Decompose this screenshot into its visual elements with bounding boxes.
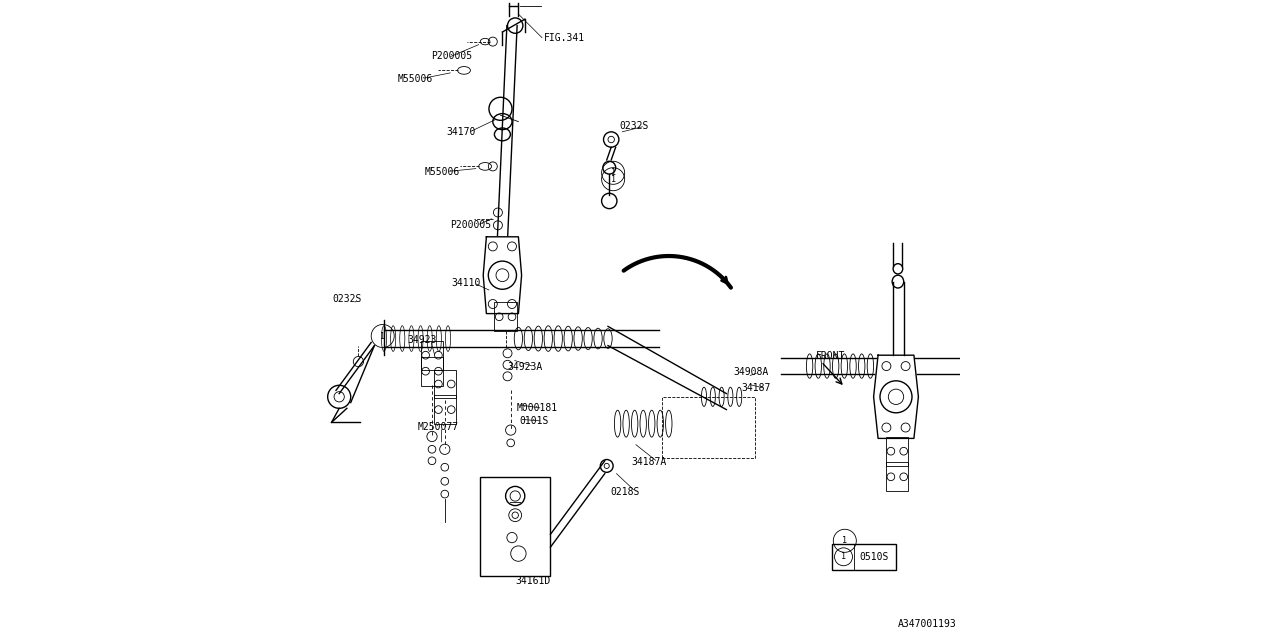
Bar xyxy=(886,462,909,492)
Bar xyxy=(494,303,517,332)
Text: 34923: 34923 xyxy=(407,335,436,346)
Text: 0218S: 0218S xyxy=(611,486,639,497)
Text: 1: 1 xyxy=(611,175,616,184)
Text: A347001193: A347001193 xyxy=(899,619,957,629)
Bar xyxy=(434,396,456,424)
Text: 34908A: 34908A xyxy=(733,367,769,378)
Text: 1: 1 xyxy=(842,536,847,545)
Bar xyxy=(434,370,456,398)
Polygon shape xyxy=(484,237,522,314)
Bar xyxy=(886,437,909,466)
Bar xyxy=(421,341,443,370)
Text: 0510S: 0510S xyxy=(860,552,888,562)
Text: P200005: P200005 xyxy=(430,51,472,61)
Bar xyxy=(421,357,443,385)
Text: M55006: M55006 xyxy=(398,74,434,84)
Text: 34110: 34110 xyxy=(452,278,480,288)
Bar xyxy=(832,544,896,570)
Text: 34161D: 34161D xyxy=(516,576,550,586)
Text: FRONT: FRONT xyxy=(817,351,845,362)
Text: 0232S: 0232S xyxy=(620,121,648,131)
Text: M000181: M000181 xyxy=(517,403,558,413)
Bar xyxy=(480,477,550,576)
Text: 1: 1 xyxy=(611,168,616,177)
Text: 1: 1 xyxy=(380,332,385,340)
Text: M55006: M55006 xyxy=(425,166,460,177)
Text: 34187: 34187 xyxy=(741,383,771,394)
Text: 34170: 34170 xyxy=(447,127,476,138)
Polygon shape xyxy=(874,355,919,438)
Text: FIG.341: FIG.341 xyxy=(544,33,585,44)
Bar xyxy=(663,397,755,458)
Text: 0232S: 0232S xyxy=(333,294,362,304)
Text: M250077: M250077 xyxy=(417,422,460,432)
Text: 34187A: 34187A xyxy=(631,457,667,467)
Text: 1: 1 xyxy=(841,552,846,561)
Text: 34923A: 34923A xyxy=(507,362,543,372)
Text: P200005: P200005 xyxy=(451,220,492,230)
Text: 0101S: 0101S xyxy=(520,416,549,426)
